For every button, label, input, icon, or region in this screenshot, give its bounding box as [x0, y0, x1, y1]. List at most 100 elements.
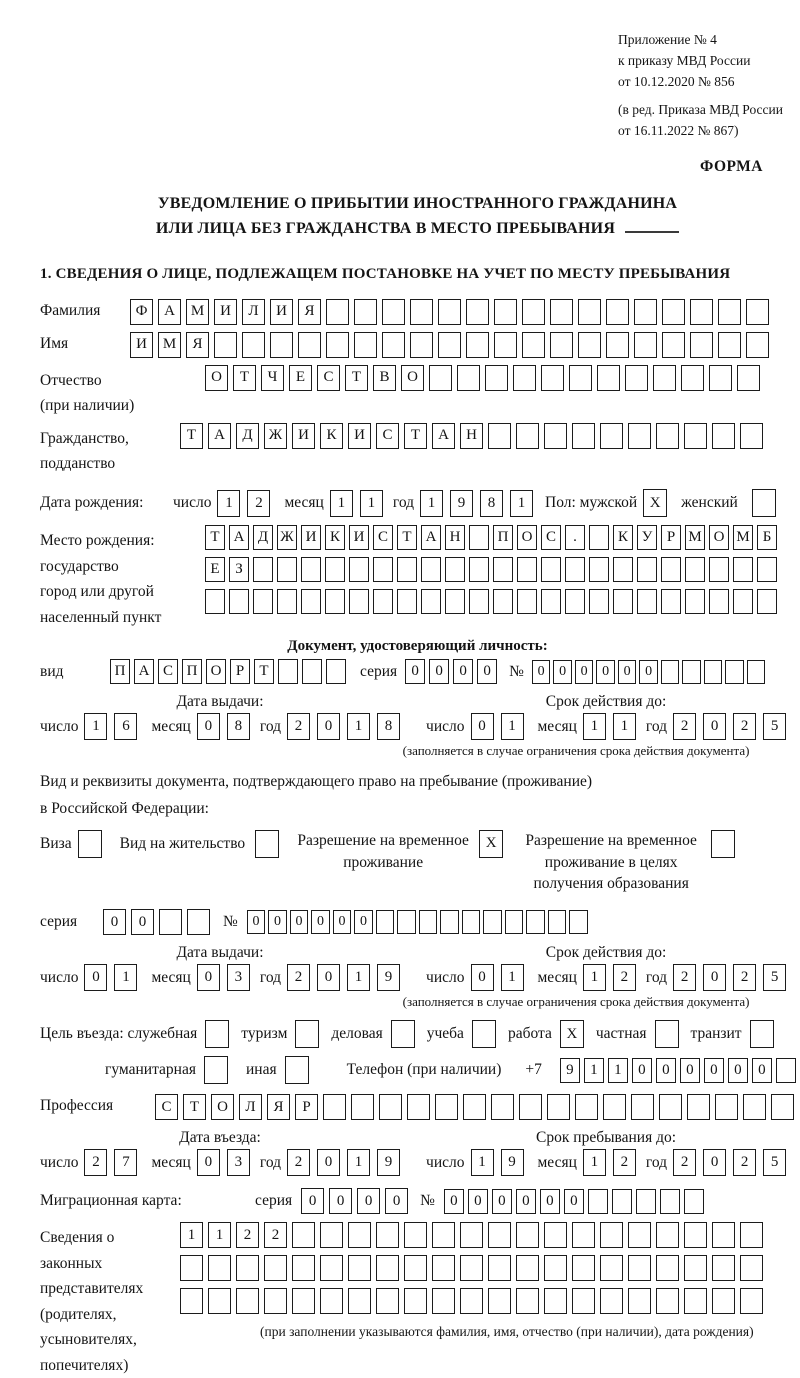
form-cell[interactable]: С — [376, 422, 399, 449]
form-cell[interactable] — [541, 589, 561, 615]
form-cell[interactable]: . — [565, 525, 585, 551]
form-cell[interactable]: 0 — [470, 713, 494, 741]
form-cell[interactable]: X — [643, 489, 668, 518]
form-cell[interactable] — [656, 1288, 679, 1315]
form-cell[interactable] — [661, 557, 681, 583]
form-cell[interactable] — [382, 331, 405, 358]
form-cell[interactable]: 0 — [311, 910, 330, 935]
form-cell[interactable] — [751, 489, 776, 518]
form-cell[interactable] — [547, 1094, 570, 1121]
form-cell[interactable]: 2 — [612, 964, 636, 992]
form-cell[interactable] — [737, 364, 760, 391]
form-cell[interactable] — [682, 659, 701, 684]
form-cell[interactable] — [659, 1094, 682, 1121]
form-cell[interactable] — [544, 1255, 567, 1282]
form-cell[interactable] — [740, 1222, 763, 1249]
form-cell[interactable]: А — [158, 298, 181, 325]
form-cell[interactable] — [298, 331, 321, 358]
form-cell[interactable]: 2 — [264, 1222, 287, 1249]
form-cell[interactable] — [264, 1288, 287, 1315]
form-cell[interactable]: 0 — [596, 659, 615, 684]
form-cell[interactable] — [749, 1020, 774, 1049]
form-cell[interactable]: 0 — [515, 1188, 536, 1214]
form-cell[interactable] — [572, 1222, 595, 1249]
form-cell[interactable] — [325, 557, 345, 583]
form-cell[interactable] — [457, 364, 480, 391]
form-cell[interactable] — [611, 1188, 632, 1214]
form-cell[interactable] — [348, 1255, 371, 1282]
form-cell[interactable] — [435, 1094, 458, 1121]
form-cell[interactable]: 0 — [385, 1188, 409, 1215]
form-cell[interactable] — [690, 298, 713, 325]
form-cell[interactable] — [685, 589, 705, 615]
form-cell[interactable] — [740, 1255, 763, 1282]
form-cell[interactable]: Т — [233, 364, 256, 391]
form-cell[interactable]: 0 — [631, 1058, 652, 1084]
form-cell[interactable]: 0 — [467, 1188, 488, 1214]
form-cell[interactable]: 0 — [539, 1188, 560, 1214]
form-cell[interactable] — [292, 1222, 315, 1249]
form-cell[interactable] — [432, 1222, 455, 1249]
form-cell[interactable] — [292, 1288, 315, 1315]
form-cell[interactable]: 1 — [510, 489, 534, 517]
form-cell[interactable] — [685, 557, 705, 583]
form-cell[interactable] — [493, 557, 513, 583]
form-cell[interactable]: И — [130, 331, 153, 358]
form-cell[interactable] — [684, 1222, 707, 1249]
form-cell[interactable]: О — [709, 525, 729, 551]
form-cell[interactable] — [208, 1288, 231, 1315]
form-cell[interactable]: М — [186, 298, 209, 325]
form-cell[interactable]: 1 — [180, 1222, 203, 1249]
form-cell[interactable] — [488, 1222, 511, 1249]
form-cell[interactable]: 2 — [673, 713, 697, 741]
form-cell[interactable] — [376, 1222, 399, 1249]
form-cell[interactable]: 0 — [196, 713, 220, 741]
form-cell[interactable]: Я — [298, 298, 321, 325]
form-cell[interactable]: Т — [404, 422, 427, 449]
form-cell[interactable]: Ф — [130, 298, 153, 325]
form-cell[interactable]: Т — [183, 1094, 206, 1121]
form-cell[interactable] — [376, 1288, 399, 1315]
form-cell[interactable] — [187, 909, 210, 936]
form-cell[interactable] — [483, 910, 502, 935]
form-cell[interactable] — [746, 331, 769, 358]
form-cell[interactable] — [544, 1222, 567, 1249]
form-cell[interactable]: С — [541, 525, 561, 551]
form-cell[interactable] — [712, 1222, 735, 1249]
form-cell[interactable]: С — [158, 659, 178, 685]
form-cell[interactable] — [516, 1222, 539, 1249]
form-cell[interactable] — [326, 659, 346, 685]
form-cell[interactable] — [278, 659, 298, 685]
form-cell[interactable] — [517, 557, 537, 583]
form-cell[interactable] — [656, 422, 679, 449]
form-cell[interactable]: 2 — [287, 713, 311, 741]
form-cell[interactable] — [295, 1020, 320, 1049]
form-cell[interactable] — [491, 1094, 514, 1121]
form-cell[interactable] — [613, 557, 633, 583]
form-cell[interactable]: 0 — [429, 659, 450, 685]
form-cell[interactable] — [541, 364, 564, 391]
form-cell[interactable] — [746, 659, 766, 684]
form-cell[interactable]: К — [325, 525, 345, 551]
form-cell[interactable]: X — [559, 1020, 584, 1049]
form-cell[interactable]: 0 — [617, 659, 637, 684]
form-cell[interactable]: Т — [254, 659, 274, 685]
form-cell[interactable]: 1 — [582, 713, 606, 741]
form-cell[interactable]: 0 — [301, 1188, 325, 1215]
form-cell[interactable]: 0 — [679, 1058, 700, 1084]
form-cell[interactable] — [709, 364, 732, 391]
form-cell[interactable] — [349, 589, 369, 615]
form-cell[interactable] — [203, 1056, 228, 1085]
form-cell[interactable] — [421, 589, 441, 615]
form-cell[interactable] — [390, 1020, 415, 1049]
form-cell[interactable]: 0 — [655, 1058, 676, 1084]
form-cell[interactable] — [214, 331, 237, 358]
form-cell[interactable] — [323, 1094, 346, 1121]
form-cell[interactable]: 1 — [583, 1058, 604, 1084]
form-cell[interactable]: Н — [445, 525, 465, 551]
form-cell[interactable] — [349, 557, 369, 583]
form-cell[interactable]: 0 — [268, 910, 287, 935]
form-cell[interactable]: 6 — [114, 713, 138, 741]
form-cell[interactable] — [757, 557, 777, 583]
form-cell[interactable]: И — [214, 298, 237, 325]
